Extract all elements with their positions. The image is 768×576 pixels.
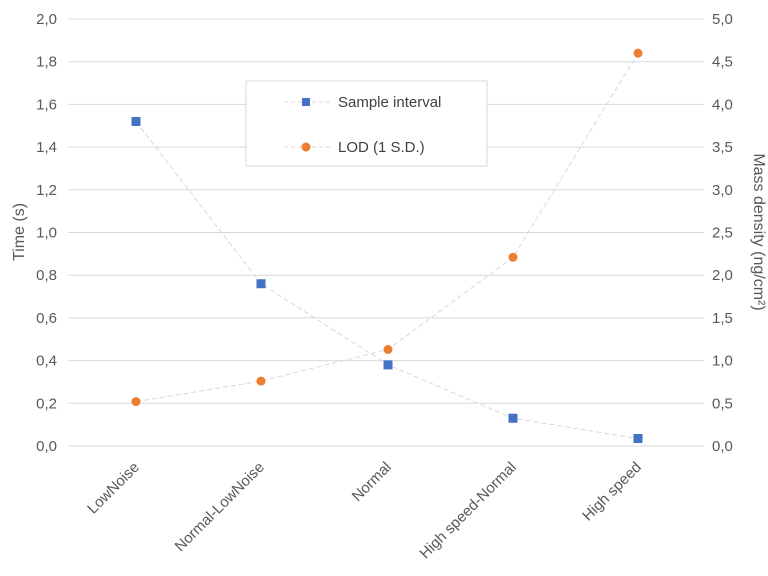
y-tick-label-right: 4,0 — [712, 96, 733, 113]
legend-label-lod: LOD (1 S.D.) — [338, 139, 425, 156]
y-axis-title-left: Time (s) — [11, 203, 28, 261]
legend-marker-lod — [301, 142, 311, 152]
x-tick-label: High speed-Normal — [416, 459, 519, 562]
data-point-lod — [383, 344, 393, 354]
data-point-sample-interval — [633, 434, 643, 444]
x-tick-label: Normal-LowNoise — [172, 459, 268, 555]
y-tick-label-left: 1,2 — [36, 182, 57, 199]
legend: Sample interval LOD (1 S.D.) — [245, 80, 488, 167]
right-axis-ticks: 0,0 0,5 1,0 1,5 2,0 2,5 3,0 3,5 4,0 4,5 5,0 — [712, 11, 733, 455]
legend-box — [245, 80, 488, 167]
y-tick-label-left: 1,6 — [36, 96, 57, 113]
data-point-sample-interval — [508, 413, 518, 423]
y-tick-label-left: 1,8 — [36, 54, 57, 71]
legend-label-sample-interval: Sample interval — [338, 94, 441, 111]
x-tick-label: LowNoise — [84, 459, 143, 518]
x-tick-label: Normal — [349, 459, 395, 505]
y-tick-label-left: 1,4 — [36, 139, 57, 156]
legend-marker-sample-interval — [302, 98, 310, 106]
data-point-lod — [256, 376, 266, 386]
y-tick-label-right: 1,5 — [712, 310, 733, 327]
x-axis-ticks: LowNoise Normal-LowNoise Normal High speed-… — [84, 459, 645, 562]
y-tick-label-right: 5,0 — [712, 11, 733, 28]
data-point-lod — [131, 397, 141, 407]
y-tick-label-right: 2,5 — [712, 225, 733, 242]
y-tick-label-right: 3,5 — [712, 139, 733, 156]
y-tick-label-left: 2,0 — [36, 11, 57, 28]
y-axis-title-right: Mass density (ng/cm²) — [750, 153, 767, 310]
data-point-sample-interval — [383, 360, 393, 370]
y-tick-label-left: 0,2 — [36, 395, 57, 412]
y-tick-label-left: 0,4 — [36, 353, 57, 370]
data-point-lod — [508, 252, 518, 262]
data-point-lod — [633, 48, 643, 58]
y-tick-label-right: 0,5 — [712, 395, 733, 412]
data-markers — [131, 48, 643, 444]
data-point-sample-interval — [131, 116, 141, 126]
y-tick-label-left: 0,8 — [36, 267, 57, 284]
y-tick-label-left: 0,6 — [36, 310, 57, 327]
y-tick-label-right: 0,0 — [712, 438, 733, 455]
series-connector — [135, 121, 639, 440]
y-tick-label-left: 0,0 — [36, 438, 57, 455]
y-tick-label-right: 3,0 — [712, 182, 733, 199]
x-tick-label: High speed — [579, 459, 645, 525]
left-axis-ticks: 0,0 0,2 0,4 0,6 0,8 1,0 1,2 1,4 1,6 1,8 2,0 — [36, 11, 57, 455]
y-tick-label-right: 2,0 — [712, 267, 733, 284]
y-tick-label-right: 4,5 — [712, 54, 733, 71]
data-point-sample-interval — [256, 279, 266, 289]
y-tick-label-right: 1,0 — [712, 353, 733, 370]
y-tick-label-left: 1,0 — [36, 225, 57, 242]
